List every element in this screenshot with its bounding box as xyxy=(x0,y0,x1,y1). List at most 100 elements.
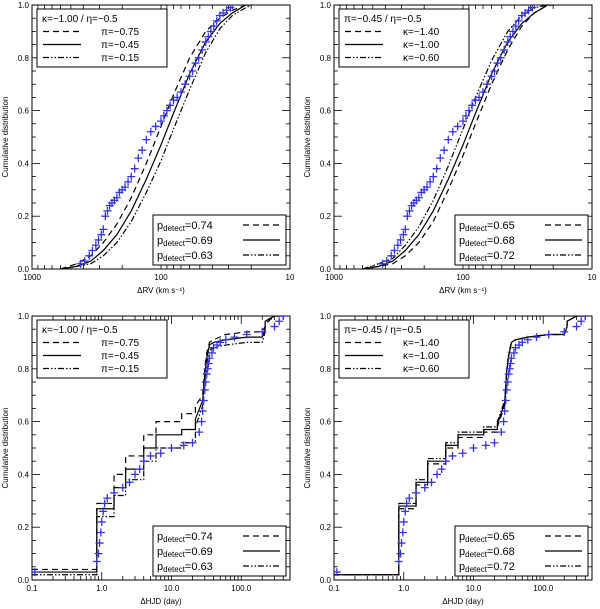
data-point-plus xyxy=(440,146,449,155)
legend-pdetect-label: pdetect=0.72 xyxy=(459,250,515,263)
data-point-plus xyxy=(176,88,185,97)
pdetect-value: =0.69 xyxy=(185,235,213,247)
data-point-plus xyxy=(437,465,446,474)
series-line xyxy=(60,5,252,269)
legend-entry-label: κ=−1.40 xyxy=(403,338,440,349)
y-axis-label: Cumulative distribution xyxy=(1,408,10,489)
y-tick-label: 0.0 xyxy=(320,265,332,274)
pdetect-symbol: p xyxy=(459,531,465,543)
data-point-plus xyxy=(146,127,155,136)
data-point-plus xyxy=(518,338,527,347)
pdetect-value: =0.63 xyxy=(185,561,213,573)
data-point-plus xyxy=(506,359,515,368)
data-point-plus xyxy=(490,438,499,447)
data-point-plus xyxy=(166,101,175,110)
legend-pdetect-label: pdetect=0.74 xyxy=(157,220,213,233)
chart-panel-bottom-right: 0.1 1.0 10.0 100.0 0.0 0.2 0.4 0.6 0.8 1.0 ΔHJD (d… xyxy=(303,312,593,606)
data-point-plus xyxy=(402,499,411,508)
y-tick-label: 0.8 xyxy=(320,54,332,63)
data-point-plus xyxy=(461,111,470,120)
chart-panel-top-right: 1000 100 10 0.0 0.2 0.4 0.6 0.8 1.0 ΔRV (km s⁻¹) C… xyxy=(303,1,597,295)
data-point-plus xyxy=(433,470,442,479)
pdetect-symbol: p xyxy=(459,220,465,232)
legend-pdetect-label: pdetect=0.72 xyxy=(459,561,515,574)
data-point-plus xyxy=(270,322,279,331)
data-point-plus xyxy=(390,246,399,255)
legend-pdetect-label: pdetect=0.65 xyxy=(459,531,515,544)
data-point-plus xyxy=(387,251,396,260)
data-point-plus xyxy=(201,378,210,386)
pdetect-symbol: p xyxy=(157,220,163,232)
data-point-plus xyxy=(279,316,288,320)
data-point-plus xyxy=(382,257,391,266)
data-point-plus xyxy=(464,106,473,115)
pdetect-symbol: p xyxy=(459,546,465,558)
data-point-plus xyxy=(503,378,512,386)
x-axis-label: ΔHJD (day) xyxy=(140,597,182,606)
series-line xyxy=(334,316,587,576)
data-point-plus xyxy=(97,517,106,526)
data-point-plus xyxy=(499,417,508,426)
data-point-plus xyxy=(131,470,140,479)
data-point-plus xyxy=(92,557,101,566)
pdetect-value: =0.72 xyxy=(487,250,515,262)
pdetect-symbol: p xyxy=(157,235,163,247)
data-point-plus xyxy=(188,438,197,447)
legend-entry-label: κ=−1.00 xyxy=(403,40,440,51)
legend-pdetect-label: pdetect=0.69 xyxy=(157,235,213,248)
data-point-plus xyxy=(544,330,553,339)
y-tick-label: 0.2 xyxy=(320,212,332,221)
pdetect-subscript: detect xyxy=(465,565,488,574)
data-point-plus xyxy=(162,106,171,115)
data-point-plus xyxy=(197,417,206,426)
data-point-plus xyxy=(334,568,341,577)
series-line xyxy=(32,316,285,576)
data-point-plus xyxy=(173,93,182,102)
pdetect-symbol: p xyxy=(459,561,465,573)
data-point-plus xyxy=(503,37,512,46)
legend-pdetect-label: pdetect=0.63 xyxy=(157,561,213,574)
data-point-plus xyxy=(403,212,412,221)
legend-pdetect-label: pdetect=0.74 xyxy=(157,531,213,544)
y-axis-label: Cumulative distribution xyxy=(303,97,312,178)
data-point-plus xyxy=(532,333,541,342)
data-point-plus xyxy=(103,206,112,215)
legend-pdetect-label: pdetect=0.65 xyxy=(459,220,515,233)
data-point-plus xyxy=(127,172,136,181)
series-group xyxy=(362,5,554,269)
chart-panel-top-left: 1000 100 10 0.0 0.2 0.4 0.6 0.8 1.0 ΔRV (km s⁻¹) C… xyxy=(1,1,295,295)
data-point-plus xyxy=(427,478,436,487)
x-tick-label: 1.0 xyxy=(398,584,410,593)
data-point-plus xyxy=(511,22,520,31)
data-point-plus xyxy=(100,499,109,508)
data-point-plus xyxy=(508,27,517,36)
data-point-plus xyxy=(504,370,513,379)
pdetect-value: =0.72 xyxy=(487,561,515,573)
data-point-plus xyxy=(97,230,106,239)
data-point-plus xyxy=(194,53,203,62)
series-line xyxy=(334,316,587,576)
series-group xyxy=(334,316,590,577)
pdetect-symbol: p xyxy=(157,561,163,573)
data-point-plus xyxy=(396,549,405,558)
data-point-plus xyxy=(448,127,457,136)
data-point-plus xyxy=(478,88,487,97)
data-point-plus xyxy=(397,539,406,548)
data-point-plus xyxy=(103,494,112,503)
data-point-plus xyxy=(135,465,144,474)
data-point-plus xyxy=(242,330,251,339)
data-point-plus xyxy=(188,67,197,75)
data-point-plus xyxy=(125,478,134,487)
legend-entry-label: π=−0.75 xyxy=(101,338,139,349)
legend-pdetect-label: pdetect=0.69 xyxy=(157,546,213,559)
data-point-plus xyxy=(201,37,210,46)
y-tick-label: 0.2 xyxy=(18,523,30,532)
pdetect-subscript: detect xyxy=(465,239,488,248)
y-tick-label: 1.0 xyxy=(18,312,30,321)
data-point-plus xyxy=(514,16,523,25)
legend-entry-label: κ=−1.40 xyxy=(403,27,440,38)
pdetect-symbol: p xyxy=(157,531,163,543)
y-tick-label: 0.4 xyxy=(18,159,30,168)
y-axis-label: Cumulative distribution xyxy=(1,97,10,178)
y-tick-label: 0.0 xyxy=(18,265,30,274)
